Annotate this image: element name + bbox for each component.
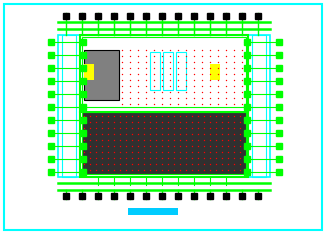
Bar <box>248 35 270 177</box>
Bar <box>252 35 266 177</box>
Bar <box>48 117 54 123</box>
Bar <box>223 193 229 199</box>
Bar <box>80 143 86 149</box>
Bar <box>255 193 261 199</box>
Bar <box>80 65 86 71</box>
Bar <box>244 39 250 45</box>
Bar <box>63 13 69 19</box>
Bar <box>159 13 165 19</box>
Bar <box>239 193 245 199</box>
Bar <box>244 156 250 162</box>
Bar <box>80 78 86 84</box>
Bar <box>80 35 248 177</box>
Bar <box>80 130 86 136</box>
Bar <box>276 169 282 175</box>
Bar <box>48 65 54 71</box>
Bar <box>111 13 117 19</box>
Bar <box>84 50 119 100</box>
Bar <box>244 91 250 97</box>
Bar <box>244 169 250 175</box>
Bar <box>210 64 220 80</box>
Bar <box>48 169 54 175</box>
Bar <box>127 13 133 19</box>
Bar <box>80 104 86 110</box>
Bar <box>79 13 85 19</box>
Bar <box>80 169 86 175</box>
Bar <box>255 13 261 19</box>
Bar <box>191 193 197 199</box>
Bar <box>48 130 54 136</box>
Bar <box>175 193 181 199</box>
Bar <box>159 193 165 199</box>
Bar <box>143 193 149 199</box>
Bar <box>276 91 282 97</box>
Bar <box>48 39 54 45</box>
Bar <box>276 65 282 71</box>
Bar <box>84 64 94 80</box>
Bar <box>276 52 282 58</box>
Bar <box>276 104 282 110</box>
Bar <box>48 52 54 58</box>
Bar <box>163 52 173 90</box>
Bar <box>276 78 282 84</box>
Bar <box>244 104 250 110</box>
Bar <box>80 39 86 45</box>
Bar <box>80 91 86 97</box>
Bar <box>191 13 197 19</box>
Bar <box>244 52 250 58</box>
Bar <box>48 104 54 110</box>
Bar <box>48 143 54 149</box>
Bar <box>276 117 282 123</box>
Bar <box>127 193 133 199</box>
Bar <box>176 52 186 90</box>
Bar <box>48 91 54 97</box>
Bar <box>48 156 54 162</box>
Bar <box>63 193 69 199</box>
Bar <box>175 13 181 19</box>
Bar <box>80 52 86 58</box>
Bar <box>128 208 178 215</box>
Bar <box>58 35 80 177</box>
Bar <box>244 78 250 84</box>
Bar <box>80 156 86 162</box>
Bar <box>223 13 229 19</box>
Bar <box>207 13 213 19</box>
Bar <box>150 52 160 90</box>
Bar <box>80 117 86 123</box>
Bar <box>276 39 282 45</box>
Bar <box>239 13 245 19</box>
Bar <box>111 193 117 199</box>
Bar <box>95 193 101 199</box>
Bar <box>82 37 246 107</box>
Bar <box>276 156 282 162</box>
Bar <box>62 35 76 177</box>
Bar <box>82 112 246 174</box>
Bar <box>79 193 85 199</box>
Bar <box>244 117 250 123</box>
Bar <box>244 143 250 149</box>
Bar <box>276 130 282 136</box>
Bar <box>95 13 101 19</box>
Bar <box>207 193 213 199</box>
Bar <box>244 130 250 136</box>
Bar <box>48 78 54 84</box>
Bar <box>244 65 250 71</box>
Bar <box>276 143 282 149</box>
Bar <box>143 13 149 19</box>
